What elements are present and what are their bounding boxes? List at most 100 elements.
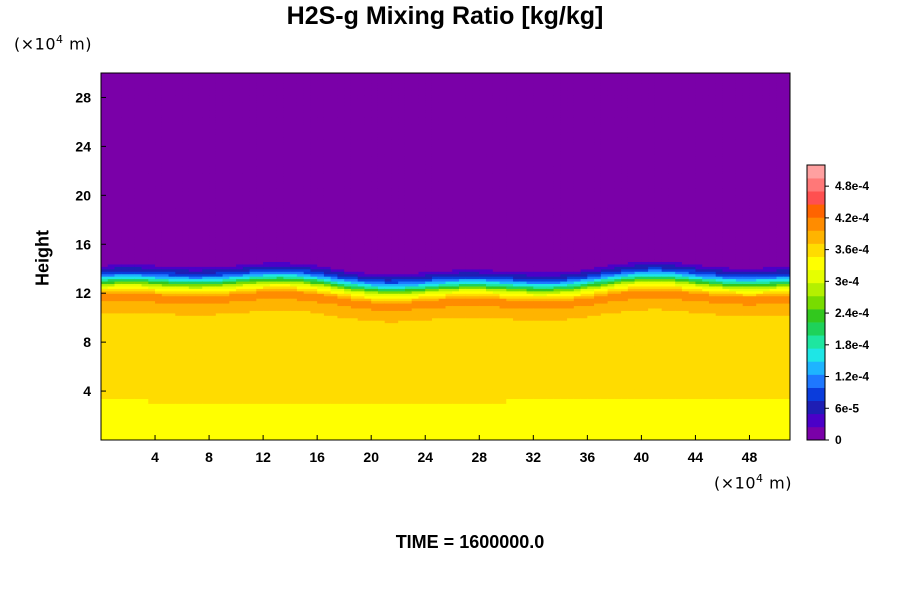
heatmap-cell [209,107,217,111]
heatmap-cell [263,224,271,228]
heatmap-cell [141,87,149,91]
heatmap-cell [290,126,298,130]
heatmap-cell [222,178,230,182]
heatmap-cell [236,437,244,440]
heatmap-cell [209,158,217,162]
heatmap-cell [202,168,210,172]
heatmap-cell [303,302,311,307]
heatmap-cell [263,73,271,77]
heatmap-cell [148,99,156,103]
heatmap-cell [161,310,170,314]
heatmap-cell [195,73,203,77]
heatmap-cell [290,163,298,167]
heatmap-cell [155,334,163,338]
heatmap-cell [195,310,203,314]
heatmap-cell [283,405,291,409]
heatmap-cell [303,290,311,294]
heatmap-cell [317,92,325,96]
heatmap-cell [290,227,298,231]
heatmap-cell [107,134,116,138]
heatmap-cell [121,435,129,439]
heatmap-cell [121,183,129,187]
heatmap-cell [168,185,176,189]
heatmap-cell [141,283,149,287]
heatmap-cell [101,82,109,86]
heatmap-cell [236,285,244,289]
heatmap-cell [121,107,129,111]
heatmap-cell [215,383,224,387]
heatmap-cell [263,325,271,329]
heatmap-cell [249,187,257,192]
heatmap-cell [114,158,122,162]
heatmap-cell [128,403,136,407]
heatmap-cell [269,214,278,218]
heatmap-cell [303,425,311,429]
heatmap-cell [215,305,224,309]
heatmap-cell [188,185,197,189]
heatmap-cell [229,190,237,194]
heatmap-cell [195,430,203,434]
heatmap-cell [182,200,190,204]
heatmap-cell [236,229,244,233]
heatmap-cell [195,219,203,223]
heatmap-cell [263,388,271,392]
heatmap-cell [317,383,325,387]
heatmap-cell [107,146,116,150]
heatmap-cell [249,249,257,253]
heatmap-cell [236,170,244,174]
heatmap-cell [229,114,237,118]
heatmap-cell [161,305,170,309]
heatmap-cell [296,80,305,84]
heatmap-cell [195,351,203,355]
heatmap-cell [310,273,318,277]
heatmap-cell [107,219,116,223]
heatmap-cell [101,124,109,128]
heatmap-cell [249,185,257,189]
heatmap-cell [276,119,284,123]
heatmap-cell [256,295,264,299]
heatmap-cell [263,359,271,363]
heatmap-cell [141,290,149,294]
heatmap-cell [269,276,278,280]
heatmap-cell [323,413,332,417]
heatmap-cell [296,148,305,152]
heatmap-cell [202,283,210,287]
heatmap-cell [310,378,318,382]
heatmap-cell [269,104,278,108]
heatmap-cell [229,212,237,216]
heatmap-cell [269,320,278,324]
heatmap-cell [276,295,284,299]
heatmap-cell [249,119,257,123]
heatmap-cell [290,143,298,147]
heatmap-cell [101,165,109,170]
heatmap-cell [276,320,284,324]
heatmap-cell [209,364,217,368]
heatmap-cell [242,427,251,431]
heatmap-cell [188,85,197,89]
heatmap-cell [317,153,325,157]
heatmap-cell [290,75,298,79]
heatmap-cell [188,131,197,135]
heatmap-cell [249,354,257,358]
heatmap-cell [290,329,298,333]
heatmap-cell [148,268,156,272]
heatmap-cell [101,280,109,285]
heatmap-cell [296,170,305,174]
heatmap-cell [168,290,176,294]
heatmap-cell [276,369,284,373]
heatmap-cell [269,85,278,89]
heatmap-cell [296,364,305,368]
heatmap-cell [242,85,251,89]
heatmap-cell [249,395,257,400]
heatmap-cell [256,320,264,324]
heatmap-cell [303,329,311,333]
heatmap-cell [242,417,251,422]
heatmap-cell [290,117,298,121]
heatmap-cell [276,244,284,248]
heatmap-cell [141,178,149,182]
heatmap-cell [148,325,156,329]
heatmap-cell [148,246,156,250]
heatmap-cell [303,273,311,277]
heatmap-cell [155,347,163,351]
heatmap-cell [195,376,203,380]
